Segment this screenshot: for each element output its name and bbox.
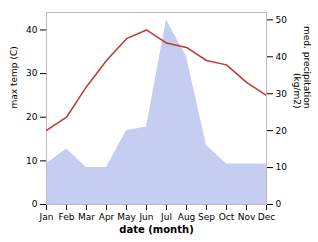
svg-text:med. precipitation(kg/m2): med. precipitation(kg/m2): [292, 26, 312, 108]
svg-text:30: 30: [276, 89, 288, 99]
svg-text:Jun: Jun: [138, 212, 153, 222]
svg-text:0: 0: [276, 199, 282, 209]
svg-text:max temp (C): max temp (C): [9, 46, 19, 108]
svg-text:40: 40: [26, 25, 38, 35]
svg-text:30: 30: [26, 68, 38, 78]
svg-text:Dec: Dec: [258, 212, 275, 222]
svg-text:Jul: Jul: [160, 212, 172, 222]
svg-text:Sep: Sep: [198, 212, 215, 222]
svg-text:20: 20: [276, 126, 288, 136]
svg-text:Aug: Aug: [178, 212, 196, 222]
svg-text:date (month): date (month): [119, 224, 193, 235]
svg-text:0: 0: [32, 199, 38, 209]
svg-text:Mar: Mar: [78, 212, 95, 222]
svg-text:10: 10: [26, 156, 38, 166]
svg-text:Apr: Apr: [99, 212, 115, 222]
svg-text:Oct: Oct: [219, 212, 235, 222]
svg-text:Feb: Feb: [59, 212, 75, 222]
svg-text:40: 40: [276, 52, 288, 62]
svg-text:Jan: Jan: [39, 212, 54, 222]
svg-text:Nov: Nov: [238, 212, 256, 222]
svg-text:10: 10: [276, 162, 288, 172]
svg-text:May: May: [117, 212, 136, 222]
svg-text:20: 20: [26, 112, 38, 122]
svg-text:50: 50: [276, 15, 288, 25]
